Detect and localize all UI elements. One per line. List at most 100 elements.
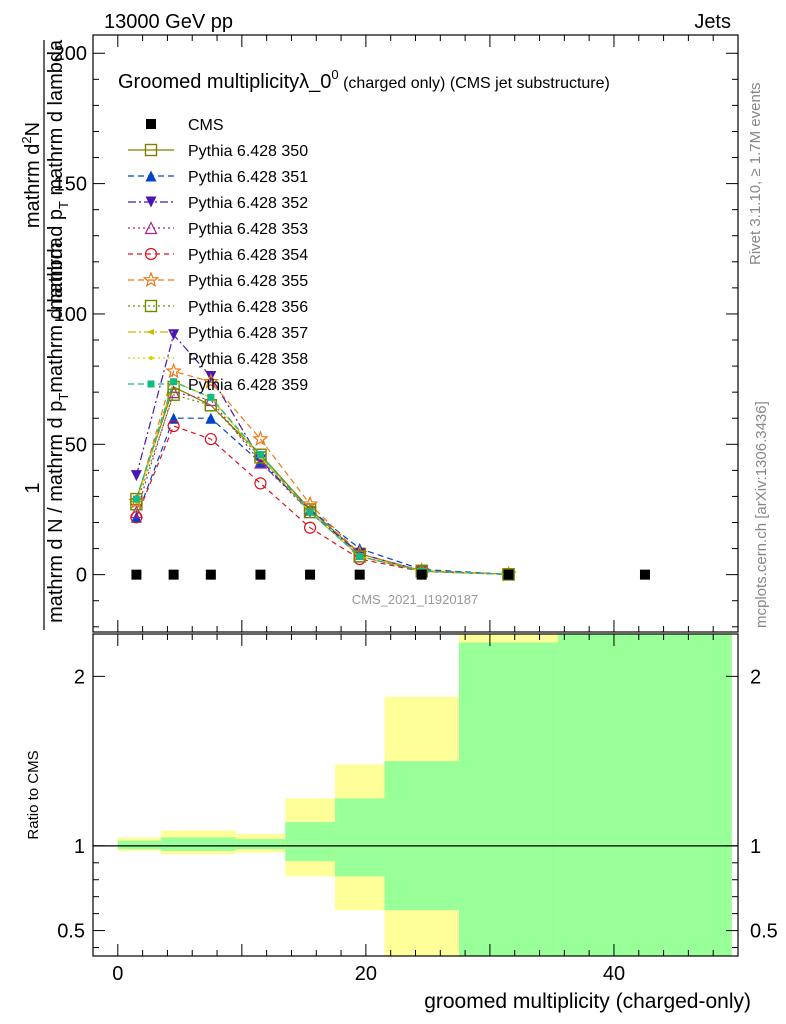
title-lambda: λ_0 <box>299 71 331 93</box>
series-point <box>202 373 220 389</box>
series-line <box>135 391 509 575</box>
series-point <box>130 470 142 482</box>
legend-marker <box>144 247 158 261</box>
series-line <box>135 333 509 575</box>
series-point <box>256 451 264 459</box>
legend-cms-label: CMS <box>188 117 224 134</box>
main-panel: 0 50 100 150 200 Groomed multiplicityλ_00 (c… <box>54 34 739 633</box>
ylabel-den-tail: mathrm d lambda <box>45 236 67 392</box>
ylabel-den-sub: T <box>56 393 71 401</box>
series-line <box>135 386 509 575</box>
ylabel-den-main: mathrm d N / mathrm d p <box>45 401 67 623</box>
series-point <box>303 505 317 519</box>
x-tick-label: 20 <box>355 963 377 985</box>
ylabel-right-sup: 2 <box>19 136 34 143</box>
cms-data-layer <box>131 569 650 580</box>
series-point <box>168 329 180 341</box>
series-point <box>204 432 217 446</box>
ratio-band-green <box>558 634 732 956</box>
ylabel-rden-sub: T <box>56 201 71 209</box>
series-point <box>165 362 182 379</box>
ratio-band-green <box>384 761 459 911</box>
cms-point <box>168 569 179 580</box>
ratio-band-green <box>285 822 335 862</box>
series-point <box>170 378 178 386</box>
ratio-y-tick-label-right: 2 <box>750 666 761 688</box>
legend-label: Pythia 6.428 355 <box>188 273 308 290</box>
ylabel-rden-tail: mathrm d lambda <box>45 39 67 201</box>
analysis-id: CMS_2021_I1920187 <box>352 592 479 607</box>
cms-point <box>354 569 365 580</box>
cms-point <box>416 569 427 580</box>
legend-label: Pythia 6.428 357 <box>188 325 308 342</box>
series-point <box>205 412 217 424</box>
series-8 <box>132 378 512 578</box>
legend-marker <box>147 380 155 388</box>
ratio-axis-ticks: 0.5 0.51 12 20 20 40 <box>57 634 778 985</box>
ratio-band-green <box>161 837 236 851</box>
ylabel-right-b: N <box>22 122 44 136</box>
ratio-ylabel: Ratio to CMS <box>25 750 42 839</box>
legend-marker <box>142 271 160 288</box>
series-line <box>135 370 509 575</box>
legend-label: Pythia 6.428 354 <box>188 247 308 264</box>
legend-label: Pythia 6.428 356 <box>188 299 308 316</box>
ratio-bands-layer <box>93 634 738 956</box>
x-tick-label: 40 <box>603 963 625 985</box>
series-line <box>135 380 509 575</box>
legend-marker <box>145 196 157 208</box>
ratio-panel: 0.5 0.51 12 20 20 40 Ratio to CMS <box>25 633 778 985</box>
y-tick-label: 100 <box>54 304 87 326</box>
plot-title: Groomed multiplicityλ_00 (charged only) … <box>118 67 610 93</box>
series-point <box>130 511 143 524</box>
series-point <box>207 393 215 401</box>
y-tick-label: 0 <box>76 565 87 587</box>
cms-point <box>131 569 142 580</box>
legend-marker <box>147 329 154 335</box>
ratio-y-tick-label-left: 1 <box>74 836 85 858</box>
title-sup: 0 <box>331 67 338 82</box>
series-point <box>252 430 269 447</box>
series-4 <box>129 385 515 581</box>
title-main: Groomed multiplicity <box>118 71 299 93</box>
legend-marker <box>144 299 158 313</box>
legend-label: Pythia 6.428 350 <box>188 143 308 160</box>
main-ylabel: 1 mathrm d2N mathrm d N / mathrm d pTmat… <box>19 39 71 630</box>
y-tick-label: 50 <box>65 434 87 456</box>
series-5 <box>130 419 515 581</box>
series-point <box>205 371 217 383</box>
series-1 <box>130 380 515 581</box>
legend-label: Pythia 6.428 358 <box>188 351 308 368</box>
cms-point <box>639 569 650 580</box>
series-point <box>306 508 314 516</box>
legend-label: Pythia 6.428 351 <box>188 169 308 186</box>
legend-marker <box>144 221 158 235</box>
legend-marker <box>149 356 153 360</box>
y-tick-label: 150 <box>54 174 87 196</box>
legend-marker <box>144 143 158 157</box>
legend-label: Pythia 6.428 352 <box>188 195 308 212</box>
series-10 <box>132 378 513 578</box>
legend-marker <box>145 170 157 182</box>
ylabel-right-a: mathrm d <box>22 144 44 228</box>
ratio-band-green <box>458 642 559 956</box>
cms-point <box>503 569 514 580</box>
cms-point <box>205 569 216 580</box>
series-point <box>303 521 317 534</box>
ratio-y-tick-label-left: 2 <box>74 666 85 688</box>
cms-point <box>305 569 316 580</box>
legend-cms-marker <box>146 119 156 129</box>
ratio-band-green <box>235 839 286 850</box>
series-point <box>301 495 319 512</box>
side-mcplots-label: mcplots.cern.ch [arXiv:1306.3436] <box>753 401 770 628</box>
series-point <box>353 550 366 563</box>
x-tick-label: 0 <box>112 963 123 985</box>
ratio-band-green <box>117 840 162 850</box>
series-point <box>254 477 267 490</box>
ratio-band-green <box>334 798 385 877</box>
legend: CMS Pythia 6.428 350 Pythia 6.428 351 Pythi… <box>128 117 308 394</box>
x-axis-label: groomed multiplicity (charged-only) <box>424 990 751 1013</box>
y-tick-label: 200 <box>54 43 87 65</box>
ylabel-numerator-right: mathrm d2N <box>19 122 44 228</box>
